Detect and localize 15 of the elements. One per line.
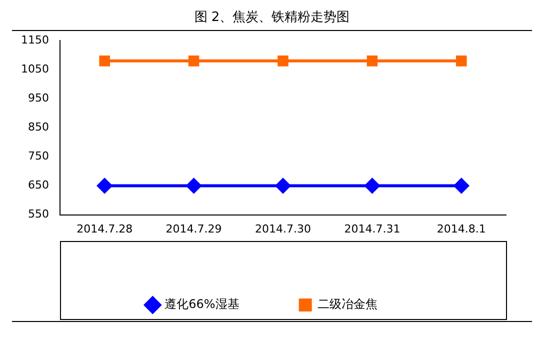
legend-label: 遵化66%湿基 <box>164 297 240 312</box>
y-tick-label: 550 <box>28 208 49 221</box>
x-tick-label: 2014.8.1 <box>436 222 486 236</box>
y-tick-label: 1050 <box>20 62 49 76</box>
x-tick-label: 2014.7.29 <box>166 222 222 236</box>
y-tick-label: 650 <box>28 178 49 192</box>
x-tick-label: 2014.7.31 <box>344 222 400 236</box>
y-tick-label: 850 <box>28 120 49 134</box>
y-tick-label: 1150 <box>20 33 49 46</box>
x-tick-label: 2014.7.30 <box>255 222 311 236</box>
chart-title: 图 2、焦炭、铁精粉走势图 <box>193 9 351 27</box>
y-tick-label: 750 <box>28 150 49 163</box>
legend-label: 二级冶金焦 <box>317 297 378 312</box>
y-tick-label: 950 <box>28 92 49 105</box>
x-tick-label: 2014.7.28 <box>76 222 133 236</box>
